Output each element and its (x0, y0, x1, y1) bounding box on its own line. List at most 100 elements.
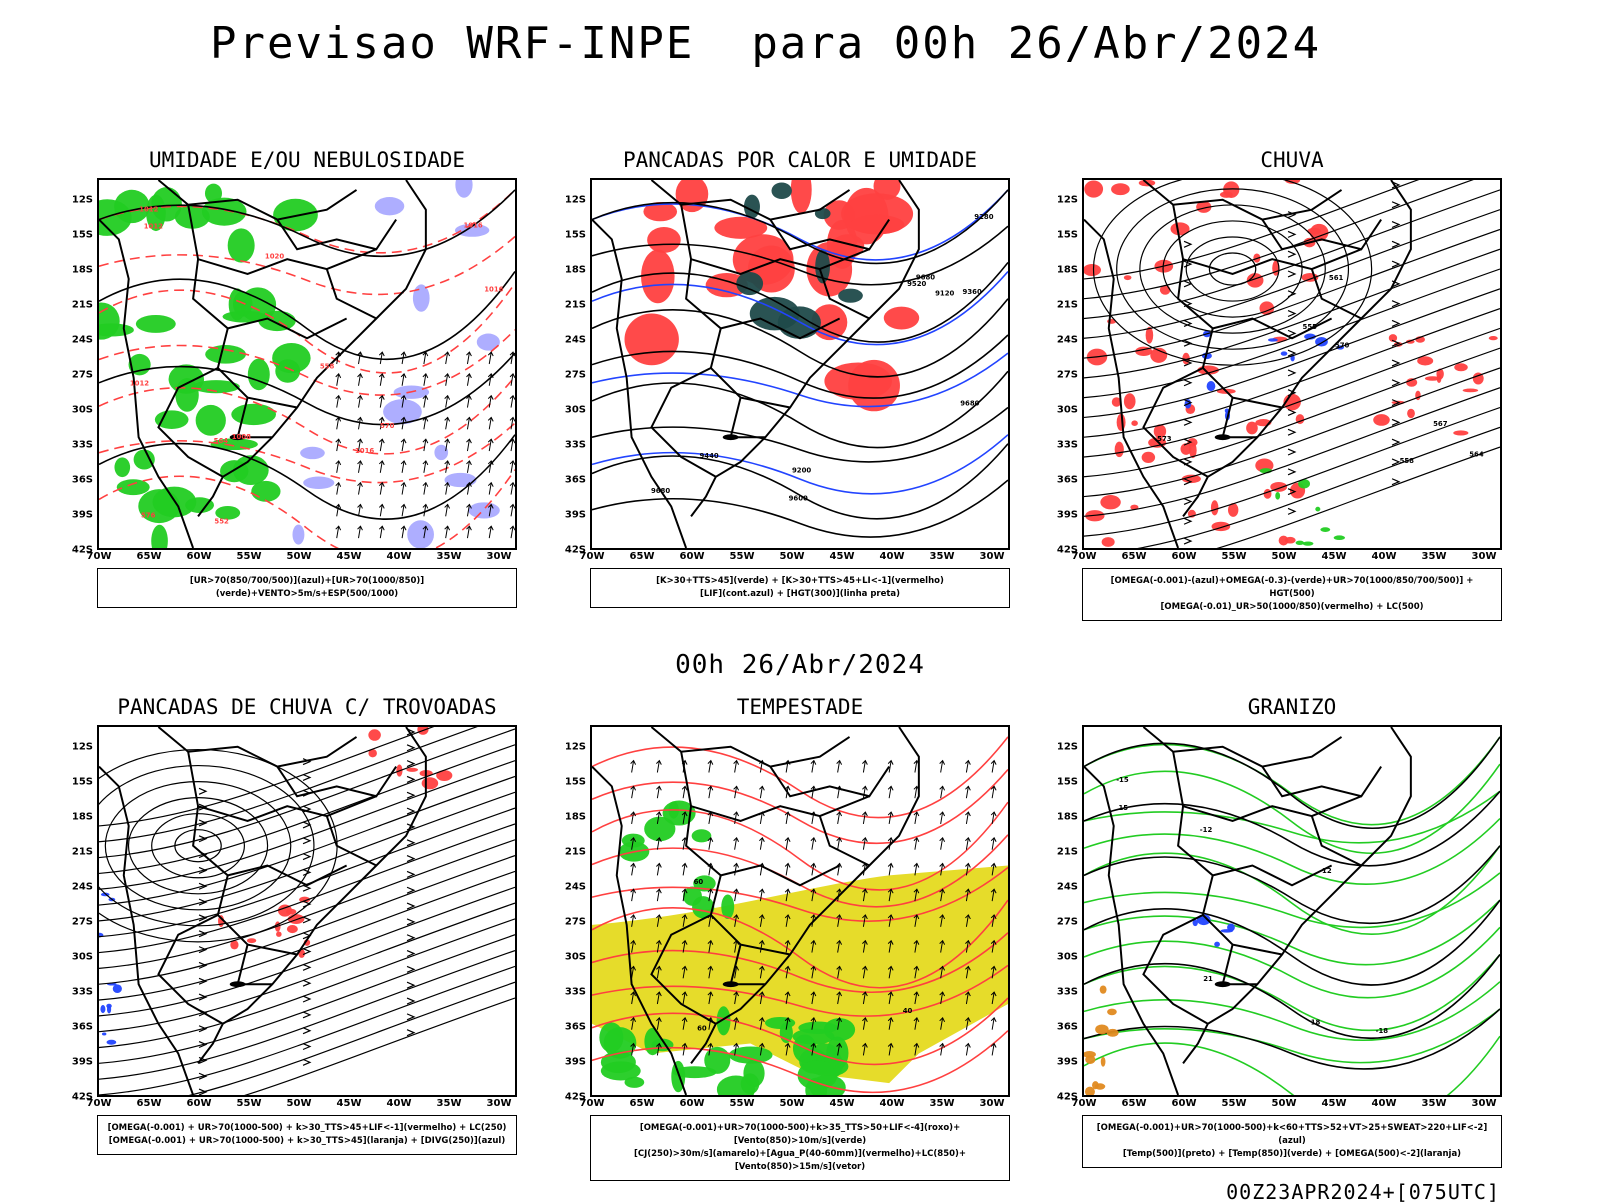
contour-label: 561 (1329, 274, 1344, 282)
latitude-tick-label: 27S (1056, 916, 1078, 928)
contour-label: 1016 (464, 221, 483, 229)
longitude-tick-label: 60W (186, 551, 212, 562)
latitude-tick-label: 39S (564, 509, 586, 521)
latitude-tick-label: 21S (564, 299, 586, 311)
latitude-tick-label: 36S (1056, 1021, 1078, 1033)
latitude-tick-label: 33S (71, 986, 93, 998)
forecast-map: 573 570 567 564 561 558 555 (1082, 178, 1502, 550)
contour-label: 9440 (699, 452, 718, 460)
latitude-tick-label: 15S (1056, 229, 1078, 241)
longitude-tick-label: 65W (629, 551, 655, 562)
longitude-tick-label: 70W (86, 551, 112, 562)
contour-label: 9680 (916, 274, 935, 282)
longitude-tick-label: 40W (879, 1098, 905, 1109)
contour-lines (592, 189, 1008, 495)
panel-title: UMIDADE E/OU NEBULOSIDADE (148, 148, 466, 172)
legend-line: [UR>70(850/700/500)](azul)+[UR>70(1000/8… (189, 576, 425, 599)
longitude-axis-labels: 70W 65W 60W 55W 50W 45W 40W 35W 30W (1072, 1098, 1502, 1112)
longitude-tick-label: 65W (136, 551, 162, 562)
longitude-tick-label: 30W (486, 551, 512, 562)
forecast-map (97, 725, 517, 1097)
contour-label: 573 (1157, 435, 1172, 443)
shaded-area (1373, 334, 1498, 436)
latitude-tick-label: 27S (564, 369, 586, 381)
legend-line: [OMEGA(-0.001)+UR>70(1000-500)+k>35_TTS>… (639, 1123, 961, 1146)
latitude-tick-label: 27S (1056, 369, 1078, 381)
contour-label: 15 (1118, 804, 1128, 812)
contour-label: 9280 (974, 213, 993, 221)
legend-line: [Temp(500)](preto) + [Temp(850)](verde) … (1122, 1149, 1462, 1159)
contour-label: -15 (1116, 776, 1129, 784)
forecast-map: 9680 9680 9680 9600 9520 9440 9360 9280 9200 9120 (590, 178, 1010, 550)
circulation-gyre (1092, 180, 1373, 366)
latitude-axis-labels: 12S 15S 18S 21S 24S 27S 30S 33S 36S 39S 42S (57, 178, 93, 556)
shaded-area (1259, 468, 1346, 546)
longitude-tick-label: 45W (1321, 551, 1347, 562)
latitude-tick-label: 39S (71, 509, 93, 521)
longitude-axis-labels: 70W 65W 60W 55W 50W 45W 40W 35W 30W (87, 1098, 517, 1112)
latitude-axis-labels: 12S 15S 18S 21S 24S 27S 30S 33S 36S 39S 42S (57, 725, 93, 1103)
longitude-tick-label: 30W (979, 551, 1005, 562)
latitude-tick-label: 15S (564, 776, 586, 788)
latitude-tick-label: 18S (71, 811, 93, 823)
streamlines (99, 727, 515, 1095)
shaded-area (99, 183, 318, 548)
latitude-tick-label: 30S (564, 404, 586, 416)
legend-line: [LIF](cont.azul) + [HGT(300)](linha pret… (699, 589, 901, 599)
latitude-tick-label: 24S (1056, 881, 1078, 893)
longitude-tick-label: 30W (979, 1098, 1005, 1109)
contour-label: 9520 (907, 280, 926, 288)
latitude-tick-label: 36S (1056, 474, 1078, 486)
longitude-tick-label: 50W (779, 551, 805, 562)
latitude-tick-label: 33S (564, 439, 586, 451)
shaded-area (368, 727, 453, 790)
panel-title: GRANIZO (1247, 695, 1337, 719)
contour-label: 9360 (963, 288, 982, 296)
longitude-tick-label: 70W (579, 1098, 605, 1109)
contour-label: 564 (1469, 451, 1484, 459)
contour-label: 1008 (232, 433, 251, 441)
legend-line: [CJ(250)>30m/s](amarelo)+[Agua_P(40-60mm… (633, 1149, 967, 1172)
panel-legend: [OMEGA(-0.001)+UR>70(1000-500)+k>35_TTS>… (590, 1115, 1010, 1181)
latitude-tick-label: 18S (71, 264, 93, 276)
latitude-tick-label: 21S (71, 299, 93, 311)
contour-lines (1084, 736, 1500, 1095)
longitude-tick-label: 60W (1171, 1098, 1197, 1109)
latitude-tick-label: 12S (1056, 194, 1078, 206)
latitude-tick-label: 30S (71, 404, 93, 416)
latitude-tick-label: 15S (71, 229, 93, 241)
latitude-tick-label: 12S (1056, 741, 1078, 753)
latitude-tick-label: 21S (1056, 299, 1078, 311)
contour-label: 570 (1335, 342, 1350, 350)
wind-vectors (335, 351, 515, 539)
longitude-tick-label: 60W (186, 1098, 212, 1109)
panel-legend: [OMEGA(-0.001)-(azul)+OMEGA(-0.3)-(verde… (1082, 568, 1502, 621)
latitude-tick-label: 18S (564, 264, 586, 276)
longitude-tick-label: 60W (1171, 551, 1197, 562)
forecast-map: 1012 1012 1012 1016 1016 1016 1020 1008 576 570 56… (97, 178, 517, 550)
contour-label: 9600 (789, 494, 808, 502)
latitude-tick-label: 30S (1056, 404, 1078, 416)
contour-label: 1016 (484, 286, 503, 294)
contour-label: 1012 (130, 380, 149, 388)
latitude-tick-label: 39S (71, 1056, 93, 1068)
page-title: Previsao WRF-INPE para 00h 26/Abr/2024 (210, 18, 1322, 69)
latitude-tick-label: 18S (1056, 811, 1078, 823)
longitude-tick-label: 45W (336, 551, 362, 562)
latitude-tick-label: 36S (71, 474, 93, 486)
longitude-tick-label: 45W (829, 551, 855, 562)
latitude-tick-label: 36S (71, 1021, 93, 1033)
latitude-tick-label: 39S (564, 1056, 586, 1068)
latitude-tick-label: 12S (564, 741, 586, 753)
longitude-tick-label: 55W (1221, 1098, 1247, 1109)
longitude-tick-label: 60W (679, 551, 705, 562)
longitude-tick-label: 65W (1121, 551, 1147, 562)
longitude-tick-label: 70W (1071, 1098, 1097, 1109)
longitude-axis-labels: 70W 65W 60W 55W 50W 45W 40W 35W 30W (580, 551, 1010, 565)
latitude-tick-label: 18S (1056, 264, 1078, 276)
latitude-tick-label: 15S (1056, 776, 1078, 788)
latitude-axis-labels: 12S 15S 18S 21S 24S 27S 30S 33S 36S 39S 42S (1042, 725, 1078, 1103)
latitude-tick-label: 42S (71, 1091, 93, 1103)
longitude-tick-label: 30W (1471, 1098, 1497, 1109)
panel-title: CHUVA (1260, 148, 1324, 172)
